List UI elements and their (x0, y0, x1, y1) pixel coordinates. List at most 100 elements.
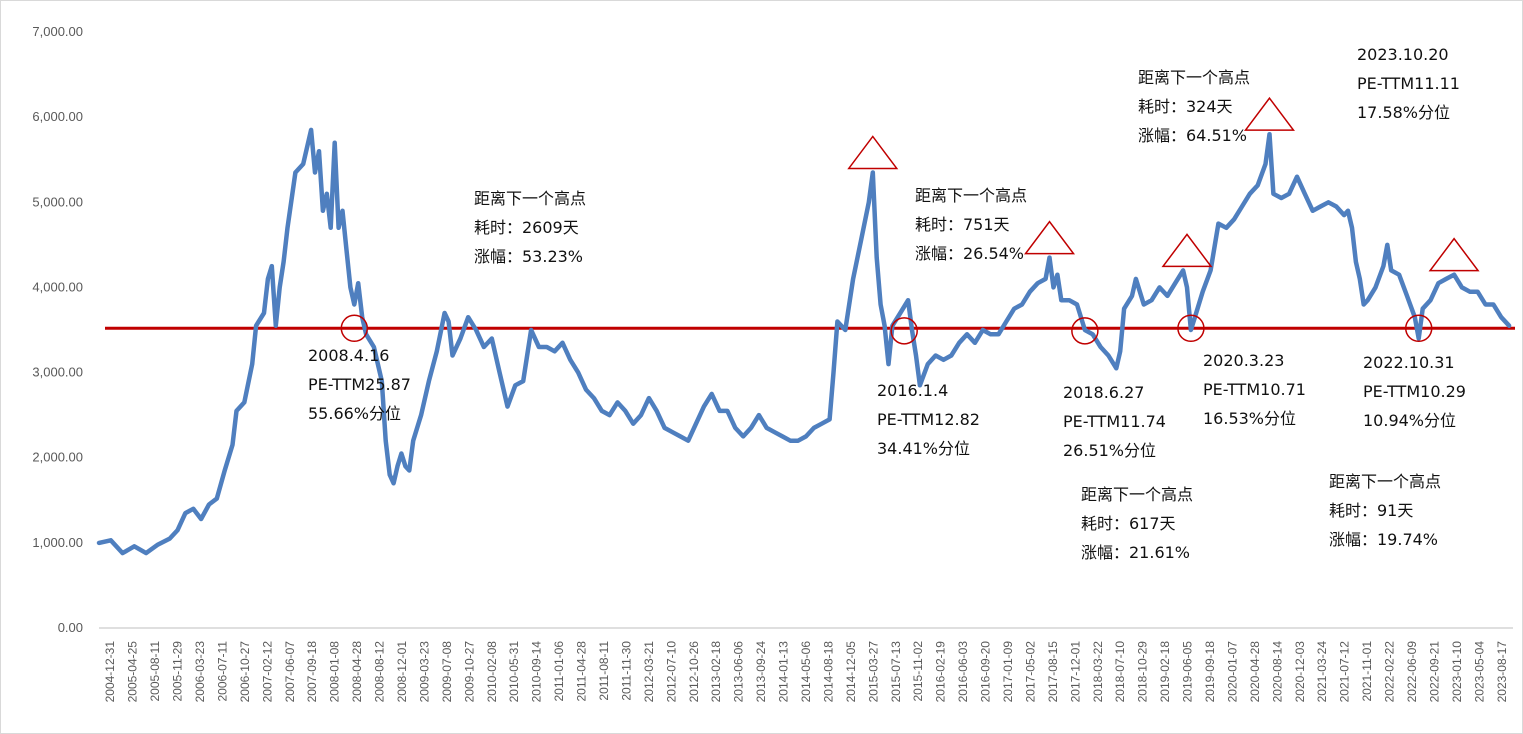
x-tick-label: 2023-08-17 (1495, 641, 1509, 703)
x-tick-label: 2008-12-01 (395, 641, 409, 703)
x-tick-label: 2013-09-24 (754, 641, 768, 703)
annotation-line: 耗时：617天 (1081, 514, 1176, 533)
x-tick-label: 2016-02-19 (934, 641, 948, 703)
annotation-line: 2023.10.20 (1357, 45, 1449, 64)
annotation-line: 距离下一个高点 (1138, 68, 1250, 87)
x-tick-label: 2010-02-08 (485, 641, 499, 703)
annotation-line: 55.66%分位 (308, 404, 401, 423)
x-tick-label: 2017-01-09 (1001, 641, 1015, 703)
annotation-line: 距离下一个高点 (1081, 485, 1193, 504)
x-tick-label: 2014-12-05 (844, 641, 858, 703)
x-tick-label: 2015-03-27 (866, 641, 880, 703)
x-tick-label: 2014-08-18 (821, 641, 835, 703)
x-tick-label: 2019-06-05 (1181, 641, 1195, 703)
x-tick-label: 2015-07-13 (889, 641, 903, 703)
annotation-line: PE-TTM11.74 (1063, 412, 1166, 431)
x-tick-label: 2006-10-27 (238, 641, 252, 703)
low-point-circle-marker (340, 314, 369, 343)
x-tick-label: 2006-03-23 (193, 641, 207, 703)
y-tick-label: 5,000.00 (32, 194, 83, 209)
annotation-line: 距离下一个高点 (1329, 472, 1441, 491)
x-tick-label: 2011-04-28 (575, 641, 589, 702)
annotation-line: 16.53%分位 (1203, 409, 1296, 428)
x-tick-label: 2008-08-12 (373, 641, 387, 703)
annotation-line: 距离下一个高点 (915, 186, 1027, 205)
x-tick-label: 2018-07-10 (1113, 641, 1127, 703)
annotation-line: 涨幅：21.61% (1081, 543, 1190, 562)
x-tick-label: 2004-12-31 (103, 641, 117, 703)
x-tick-label: 2012-03-21 (642, 641, 656, 703)
x-tick-label: 2021-07-12 (1338, 641, 1352, 703)
y-tick-label: 0.00 (58, 620, 83, 635)
x-tick-label: 2009-10-27 (462, 641, 476, 703)
x-tick-label: 2011-11-30 (619, 641, 633, 701)
x-tick-label: 2005-04-25 (126, 641, 140, 703)
y-tick-label: 7,000.00 (32, 24, 83, 39)
y-tick-label: 6,000.00 (32, 109, 83, 124)
y-tick-label: 2,000.00 (32, 450, 83, 465)
x-tick-label: 2021-11-01 (1360, 641, 1374, 702)
series-layer (96, 127, 1512, 556)
x-tick-label: 2006-07-11 (215, 641, 229, 702)
x-tick-label: 2017-08-15 (1046, 641, 1060, 703)
x-tick-label: 2013-06-06 (732, 641, 746, 703)
annotation-line: 2008.4.16 (308, 346, 389, 365)
x-tick-label: 2015-11-02 (911, 641, 925, 702)
x-tick-label: 2008-01-08 (328, 641, 342, 703)
low-point-circle-marker (1177, 314, 1205, 343)
x-tick-label: 2010-09-14 (530, 641, 544, 703)
annotation-line: PE-TTM10.71 (1203, 380, 1306, 399)
x-tick-label: 2007-02-12 (260, 641, 274, 703)
x-tick-label: 2009-03-23 (417, 641, 431, 703)
annotation-line: 2020.3.23 (1203, 351, 1284, 370)
x-tick-label: 2018-03-22 (1091, 641, 1105, 703)
annotation-line: PE-TTM25.87 (308, 375, 411, 394)
x-tick-label: 2017-05-02 (1023, 641, 1037, 703)
x-tick-label: 2010-05-31 (507, 641, 521, 703)
y-tick-label: 3,000.00 (32, 365, 83, 380)
y-tick-label: 4,000.00 (32, 279, 83, 294)
x-tick-label: 2014-05-06 (799, 641, 813, 703)
x-tick-label: 2016-06-03 (956, 641, 970, 703)
annotation-line: 耗时：2609天 (474, 218, 579, 237)
annotation-line: 涨幅：19.74% (1329, 530, 1438, 549)
annotation-line: PE-TTM10.29 (1363, 382, 1466, 401)
x-tick-label: 2014-01-13 (777, 641, 791, 703)
series-line (96, 127, 1512, 556)
x-tick-label: 2022-06-09 (1405, 641, 1419, 703)
x-tick-label: 2017-12-01 (1068, 641, 1082, 703)
annotation-line: 2018.6.27 (1063, 383, 1144, 402)
annotation-line: 距离下一个高点 (474, 189, 586, 208)
annotation-line: 涨幅：64.51% (1138, 126, 1247, 145)
annotation-layer: 2008.4.16PE-TTM25.8755.66%分位距离下一个高点耗时：26… (308, 45, 1466, 562)
x-tick-label: 2007-09-18 (305, 641, 319, 703)
y-tick-label: 1,000.00 (32, 535, 83, 550)
annotation-line: PE-TTM11.11 (1357, 74, 1460, 93)
x-tick-label: 2005-08-11 (148, 641, 162, 702)
x-tick-label: 2020-01-07 (1225, 641, 1239, 703)
annotation-line: 耗时：751天 (915, 215, 1010, 234)
x-tick-label: 2008-04-28 (350, 641, 364, 703)
high-point-triangle-marker (1161, 233, 1213, 268)
annotation-line: 2022.10.31 (1363, 353, 1455, 372)
x-tick-label: 2005-11-29 (171, 641, 185, 702)
high-point-triangle-marker (1428, 237, 1480, 272)
x-tick-label: 2012-10-26 (687, 641, 701, 703)
x-tick-label: 2009-07-08 (440, 641, 454, 703)
x-tick-label: 2020-08-14 (1270, 641, 1284, 703)
x-tick-label: 2023-05-04 (1472, 641, 1486, 703)
x-tick-label: 2011-08-11 (597, 641, 611, 701)
annotation-line: 耗时：324天 (1138, 97, 1233, 116)
annotation-line: 10.94%分位 (1363, 411, 1456, 430)
y-axis: 0.00 1,000.00 2,000.00 3,000.00 4,000.00 5,00… (32, 24, 83, 635)
x-tick-label: 2020-04-28 (1248, 641, 1262, 703)
high-point-triangle-marker (1024, 220, 1076, 255)
low-point-circle-marker (890, 317, 918, 345)
x-tick-label: 2007-06-07 (283, 641, 297, 703)
x-tick-label: 2016-09-20 (979, 641, 993, 703)
x-tick-label: 2012-07-10 (664, 641, 678, 703)
x-tick-label: 2020-12-03 (1293, 641, 1307, 703)
annotation-line: 34.41%分位 (877, 439, 970, 458)
annotation-line: 2016.1.4 (877, 381, 948, 400)
